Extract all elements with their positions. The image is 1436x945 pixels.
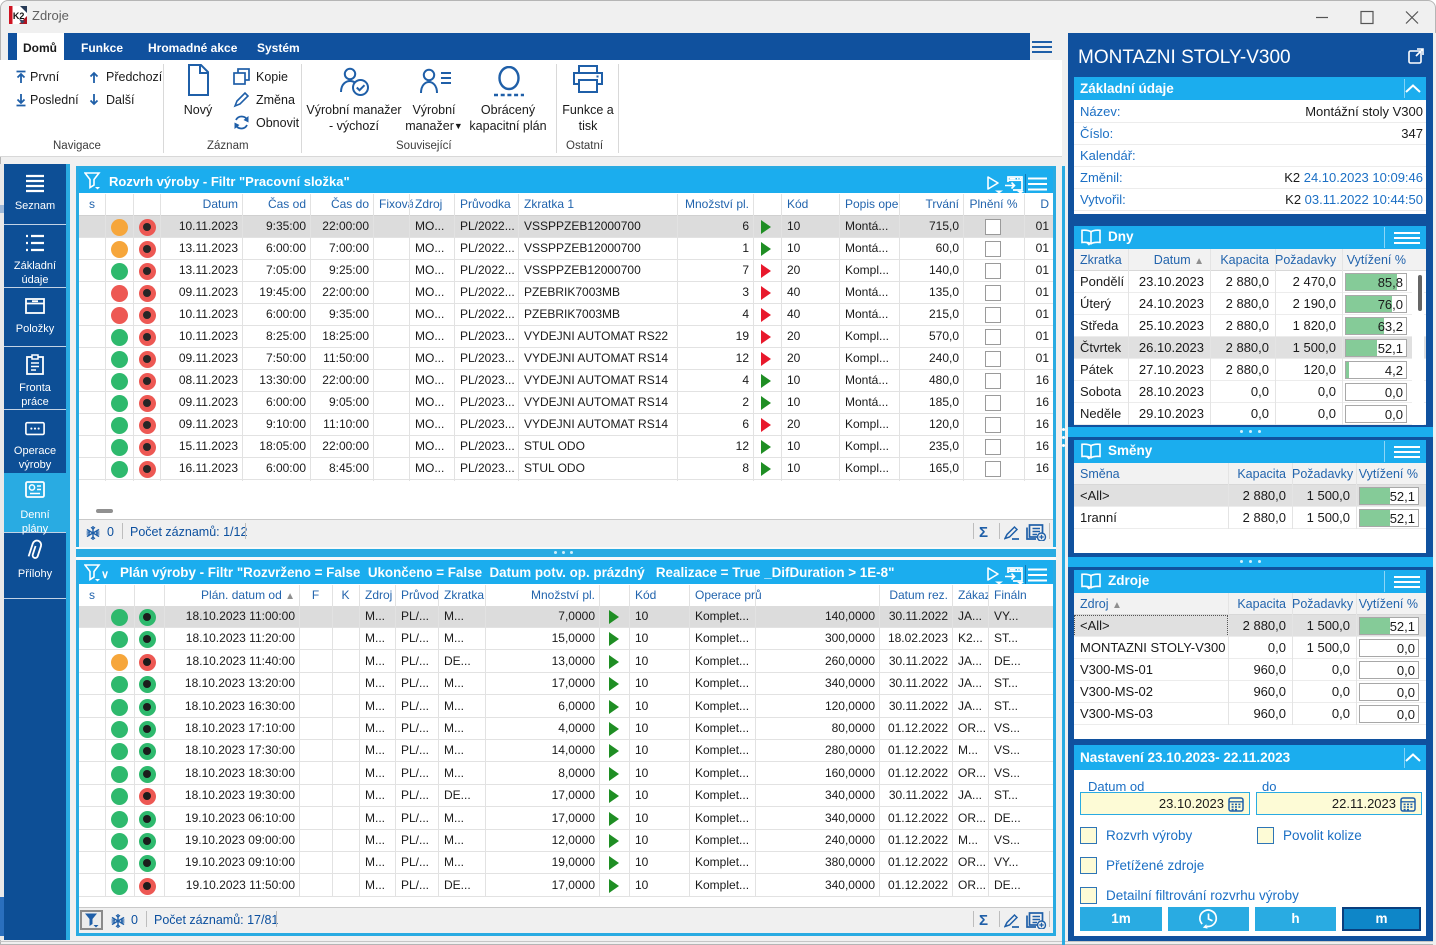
svg-text:K2: K2: [13, 11, 25, 21]
